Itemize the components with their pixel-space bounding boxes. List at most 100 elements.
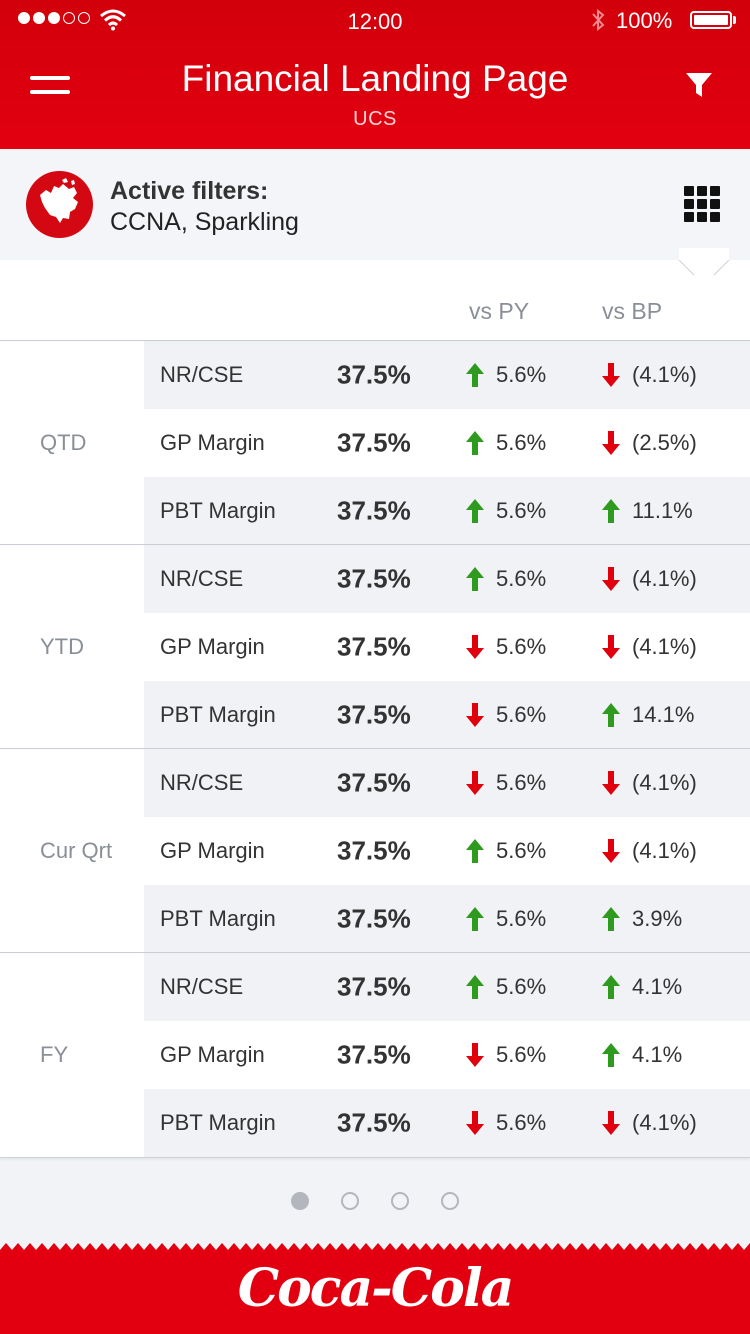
page-dot[interactable]: [391, 1192, 409, 1210]
metric-name: NR/CSE: [160, 566, 244, 591]
vs-bp-delta: 3.9%: [632, 906, 683, 931]
vs-py-delta: 5.6%: [496, 566, 547, 591]
arrow-up-icon: [602, 975, 620, 999]
arrow-down-icon: [602, 431, 620, 455]
vs-py-cell: 5.6%: [466, 906, 546, 932]
metric-value: 37.5%: [337, 1107, 411, 1138]
metric-name: PBT Margin: [160, 498, 276, 523]
table-row[interactable]: GP Margin 37.5% 5.6% (4.1%): [144, 613, 750, 681]
vs-bp-cell: 11.1%: [602, 498, 693, 524]
metric-name: GP Margin: [160, 634, 265, 659]
page-dot[interactable]: [341, 1192, 359, 1210]
vs-py-cell: 5.6%: [466, 566, 546, 592]
vs-bp-cell: (4.1%): [602, 362, 697, 388]
group-label: FY: [40, 1041, 69, 1067]
page-indicator: [0, 1192, 750, 1214]
arrow-up-icon: [466, 907, 484, 931]
arrow-down-icon: [602, 635, 620, 659]
page-title: Financial Landing Page: [181, 58, 569, 99]
table-row[interactable]: PBT Margin 37.5% 5.6% 11.1%: [144, 477, 750, 545]
vs-bp-cell: (4.1%): [602, 1110, 697, 1136]
metric-value: 37.5%: [337, 971, 411, 1002]
table-row[interactable]: NR/CSE 37.5% 5.6% (4.1%): [144, 545, 750, 613]
app-header: 12:00 100% Financial Landing Page UCS: [0, 0, 750, 149]
table-row[interactable]: NR/CSE 37.5% 5.6% 4.1%: [144, 953, 750, 1021]
arrow-down-icon: [466, 1043, 484, 1067]
active-filters-bar: Active filters: CCNA, Sparkling: [0, 149, 750, 261]
vs-py-cell: 5.6%: [466, 634, 546, 660]
page-dot[interactable]: [291, 1192, 309, 1210]
metric-name: NR/CSE: [160, 362, 244, 387]
metric-value: 37.5%: [337, 359, 411, 390]
metric-value: 37.5%: [337, 1039, 411, 1070]
arrow-down-icon: [466, 635, 484, 659]
table-row[interactable]: GP Margin 37.5% 5.6% (2.5%): [144, 409, 750, 477]
table-row[interactable]: GP Margin 37.5% 5.6% 4.1%: [144, 1021, 750, 1089]
metric-value: 37.5%: [337, 835, 411, 866]
vs-py-delta: 5.6%: [496, 702, 547, 727]
arrow-down-icon: [602, 771, 620, 795]
vs-bp-delta: (4.1%): [632, 634, 697, 659]
coca-cola-logo: Coca-Cola: [237, 1258, 515, 1319]
metric-group: FY NR/CSE 37.5% 5.6% 4.1% GP Margin 37.5% 5.6% 4…: [0, 952, 750, 1157]
vs-py-cell: 5.6%: [466, 1042, 546, 1068]
metrics-table: QTD NR/CSE 37.5% 5.6% (4.1%) GP Margin 37.5% 5.…: [0, 340, 750, 1157]
north-america-map-icon: [26, 171, 93, 238]
arrow-up-icon: [466, 363, 484, 387]
bluetooth-icon: [592, 8, 605, 32]
group-label: Cur Qrt: [40, 837, 113, 863]
metric-name: NR/CSE: [160, 974, 244, 999]
vs-py-cell: 5.6%: [466, 974, 546, 1000]
metric-name: GP Margin: [160, 1042, 265, 1067]
metric-name: PBT Margin: [160, 906, 276, 931]
metric-name: PBT Margin: [160, 1110, 276, 1135]
arrow-down-icon: [602, 363, 620, 387]
vs-py-cell: 5.6%: [466, 702, 546, 728]
vs-bp-delta: (4.1%): [632, 838, 697, 863]
vs-bp-cell: (4.1%): [602, 566, 697, 592]
vs-bp-delta: (4.1%): [632, 770, 697, 795]
vs-bp-cell: 3.9%: [602, 906, 682, 932]
page-dot[interactable]: [441, 1192, 459, 1210]
table-row[interactable]: PBT Margin 37.5% 5.6% (4.1%): [144, 1089, 750, 1157]
filter-icon[interactable]: [684, 70, 714, 100]
vs-py-cell: 5.6%: [466, 498, 546, 524]
vs-py-cell: 5.6%: [466, 770, 546, 796]
arrow-up-icon: [602, 499, 620, 523]
metric-value: 37.5%: [337, 495, 411, 526]
status-time: 12:00: [347, 9, 403, 34]
arrow-up-icon: [466, 839, 484, 863]
vs-bp-cell: 14.1%: [602, 702, 694, 728]
group-label: YTD: [40, 633, 84, 659]
table-row[interactable]: PBT Margin 37.5% 5.6% 14.1%: [144, 681, 750, 749]
arrow-down-icon: [602, 839, 620, 863]
arrow-down-icon: [466, 1111, 484, 1135]
table-row[interactable]: NR/CSE 37.5% 5.6% (4.1%): [144, 749, 750, 817]
metric-group: QTD NR/CSE 37.5% 5.6% (4.1%) GP Margin 37.5% 5.…: [0, 340, 750, 545]
vs-bp-delta: (4.1%): [632, 566, 697, 591]
table-row[interactable]: NR/CSE 37.5% 5.6% (4.1%): [144, 341, 750, 409]
table-row[interactable]: GP Margin 37.5% 5.6% (4.1%): [144, 817, 750, 885]
vs-bp-delta: (2.5%): [632, 430, 697, 455]
vs-bp-cell: (4.1%): [602, 770, 697, 796]
vs-py-delta: 5.6%: [496, 906, 547, 931]
vs-py-cell: 5.6%: [466, 430, 546, 456]
footer-brand-bar: Coca-Cola: [0, 1240, 750, 1334]
page-subtitle: UCS: [353, 108, 397, 130]
table-row[interactable]: PBT Margin 37.5% 5.6% 3.9%: [144, 885, 750, 953]
metric-name: PBT Margin: [160, 702, 276, 727]
arrow-up-icon: [602, 1043, 620, 1067]
vs-py-delta: 5.6%: [496, 430, 547, 455]
vs-py-cell: 5.6%: [466, 838, 546, 864]
vs-bp-delta: (4.1%): [632, 1110, 697, 1135]
arrow-down-icon: [466, 771, 484, 795]
arrow-up-icon: [602, 907, 620, 931]
menu-button[interactable]: [30, 76, 70, 100]
vs-bp-delta: 4.1%: [632, 1042, 683, 1067]
metric-value: 37.5%: [337, 903, 411, 934]
vs-bp-delta: 4.1%: [632, 974, 683, 999]
metric-name: GP Margin: [160, 838, 265, 863]
vs-bp-delta: (4.1%): [632, 362, 697, 387]
vs-py-delta: 5.6%: [496, 1042, 547, 1067]
grid-view-icon[interactable]: [684, 186, 720, 222]
